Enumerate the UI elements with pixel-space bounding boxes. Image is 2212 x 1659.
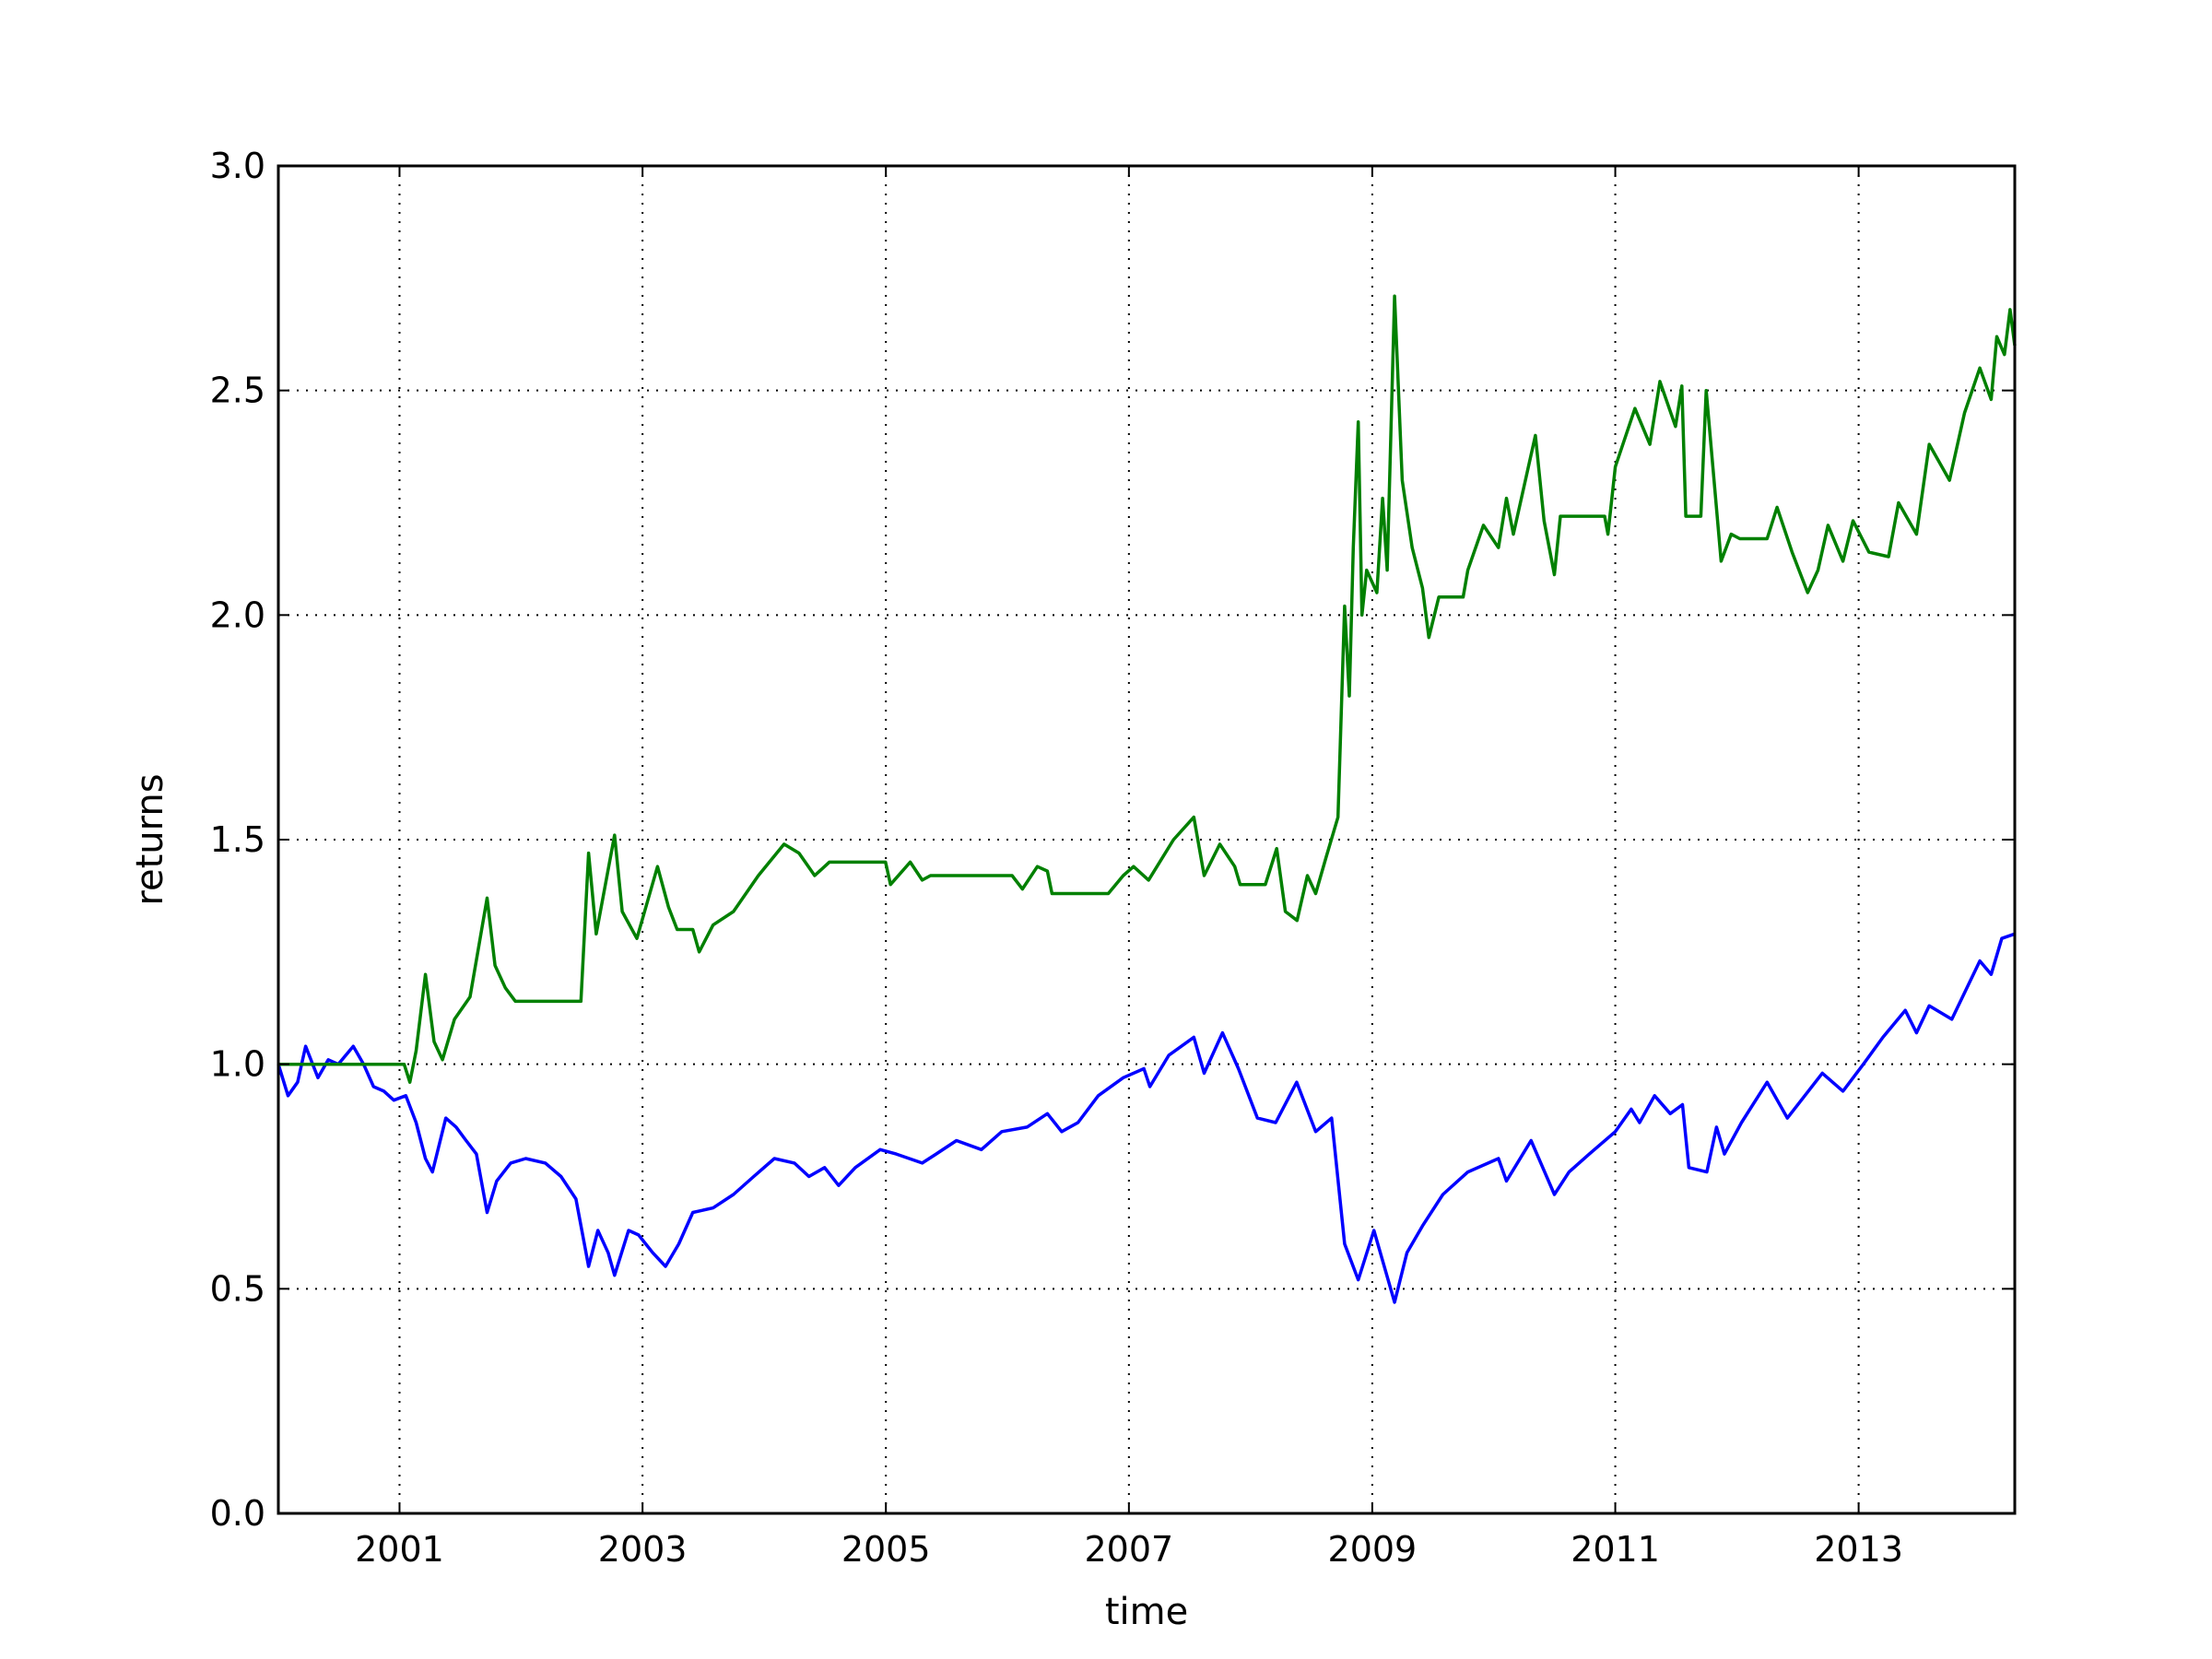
series-line-2 [278, 294, 2017, 1084]
ticks [278, 165, 2015, 1514]
x-tick-label: 2013 [1814, 1529, 1903, 1570]
x-tick-label: 2005 [841, 1529, 931, 1570]
series-group [276, 294, 2017, 1304]
x-tick-label: 2009 [1328, 1529, 1418, 1570]
x-axis-label: time [1105, 1591, 1188, 1633]
y-axis-label: returns [129, 773, 171, 905]
y-tick-label: 3.0 [210, 146, 265, 186]
tick-labels: 2001 2003 2005 2007 2009 2011 2013 0.0 0.5 1.0 1.5… [210, 146, 1903, 1570]
y-tick-label: 2.5 [210, 371, 265, 411]
y-tick-label: 1.5 [210, 819, 265, 860]
x-tick-label: 2011 [1571, 1529, 1660, 1570]
y-tick-label: 0.0 [210, 1493, 265, 1534]
y-tick-label: 2.0 [210, 594, 265, 635]
x-tick-label: 2001 [355, 1529, 444, 1570]
x-tick-label: 2007 [1084, 1529, 1173, 1570]
y-tick-label: 0.5 [210, 1268, 265, 1309]
x-tick-label: 2003 [598, 1529, 688, 1570]
y-tick-label: 1.0 [210, 1044, 265, 1085]
grid [278, 166, 2015, 1513]
series-line-1 [276, 932, 2016, 1304]
